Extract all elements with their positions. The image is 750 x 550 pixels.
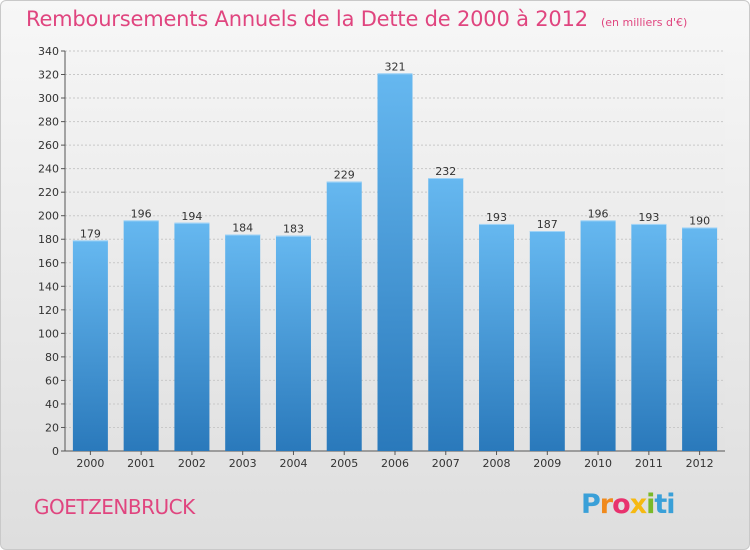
bar [225, 234, 261, 451]
data-label: 184 [232, 222, 253, 235]
data-label: 196 [588, 207, 609, 220]
data-label: 179 [80, 227, 101, 240]
y-tick-label: 300 [38, 92, 59, 105]
x-tick-label: 2002 [178, 457, 206, 470]
x-tick-label: 2010 [584, 457, 612, 470]
y-tick-label: 0 [52, 445, 59, 458]
bar [72, 240, 108, 451]
data-label: 190 [689, 214, 710, 227]
x-tick-label: 2009 [533, 457, 561, 470]
data-label: 232 [435, 165, 456, 178]
y-tick-label: 180 [38, 233, 59, 246]
y-tick-label: 240 [38, 163, 59, 176]
data-label: 196 [131, 207, 152, 220]
data-label: 187 [537, 218, 558, 231]
bar [275, 235, 311, 451]
data-label: 229 [334, 169, 355, 182]
bar [326, 181, 362, 451]
x-tick-label: 2000 [76, 457, 104, 470]
y-tick-label: 80 [45, 351, 59, 364]
x-tick-label: 2001 [127, 457, 155, 470]
bar [479, 223, 515, 451]
chart-subtitle: (en milliers d'€) [601, 16, 688, 29]
data-label: 194 [181, 210, 202, 223]
y-tick-label: 340 [38, 45, 59, 58]
y-tick-label: 220 [38, 186, 59, 199]
commune-name: GOETZENBRUCK [34, 495, 195, 519]
chart-title: Remboursements Annuels de la Dette de 20… [26, 7, 588, 31]
x-tick-label: 2008 [483, 457, 511, 470]
y-tick-label: 20 [45, 421, 59, 434]
bar [580, 220, 616, 451]
x-tick-label: 2007 [432, 457, 460, 470]
y-tick-label: 200 [38, 210, 59, 223]
proxiti-logo: Proxiti [581, 489, 676, 520]
x-tick-label: 2005 [330, 457, 358, 470]
y-tick-label: 100 [38, 327, 59, 340]
y-tick-label: 40 [45, 398, 59, 411]
bar [377, 73, 413, 452]
y-tick-label: 120 [38, 304, 59, 317]
bar [529, 231, 565, 451]
x-tick-label: 2003 [229, 457, 257, 470]
y-tick-label: 160 [38, 257, 59, 270]
bar [682, 227, 718, 451]
bar [428, 178, 464, 451]
x-tick-label: 2004 [279, 457, 307, 470]
data-label: 193 [486, 211, 507, 224]
data-label: 193 [638, 211, 659, 224]
data-label: 321 [385, 60, 406, 73]
bar [174, 222, 210, 451]
y-tick-label: 280 [38, 116, 59, 129]
bar [123, 220, 159, 451]
y-tick-label: 320 [38, 69, 59, 82]
bar [631, 223, 667, 451]
data-label: 183 [283, 223, 304, 236]
x-tick-label: 2012 [686, 457, 714, 470]
y-tick-label: 260 [38, 139, 59, 152]
x-tick-label: 2011 [635, 457, 663, 470]
x-tick-label: 2006 [381, 457, 409, 470]
y-tick-label: 60 [45, 374, 59, 387]
title-row: Remboursements Annuels de la Dette de 20… [26, 7, 687, 31]
y-tick-label: 140 [38, 280, 59, 293]
